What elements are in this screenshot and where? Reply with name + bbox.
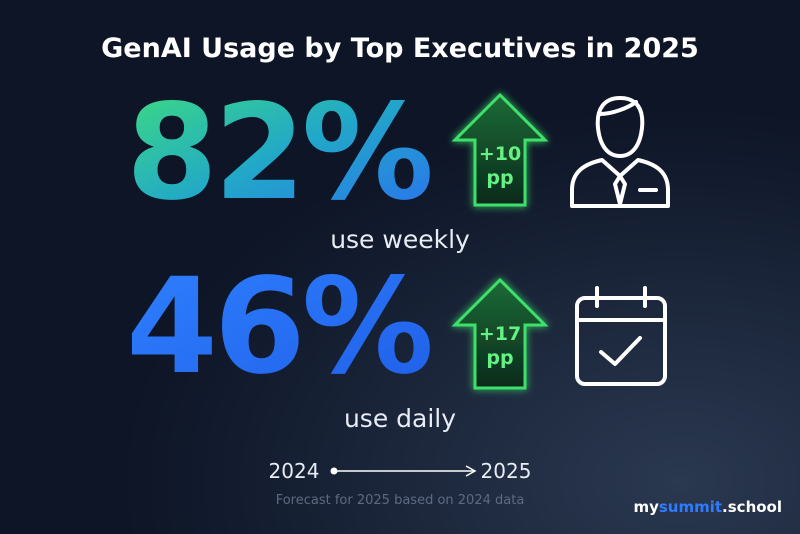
up-arrow [451,277,549,390]
brand-suffix: .school [722,498,782,516]
up-arrow [451,92,549,207]
brand-prefix: my [633,498,659,516]
timeline-arrowhead [465,465,477,477]
timeline-start: 2024 [269,459,320,483]
stat-change: +10 [479,143,521,165]
stat-change: +17 [479,323,521,345]
timeline-end: 2025 [481,459,532,483]
brand-highlight: summit [659,498,722,516]
stat-label: use weekly [330,225,470,254]
stat-unit: pp [486,167,513,189]
footnote: Forecast for 2025 based on 2024 data [276,493,525,508]
stat-label: use daily [344,404,456,433]
stat-value: 46% [126,250,431,404]
executive-icon [570,96,670,208]
brand: mysummit.school [633,498,782,516]
stat-unit: pp [486,347,513,369]
title: GenAI Usage by Top Executives in 2025 [101,33,699,64]
calendar-icon [575,286,667,386]
stat-value: 82% [126,76,431,230]
